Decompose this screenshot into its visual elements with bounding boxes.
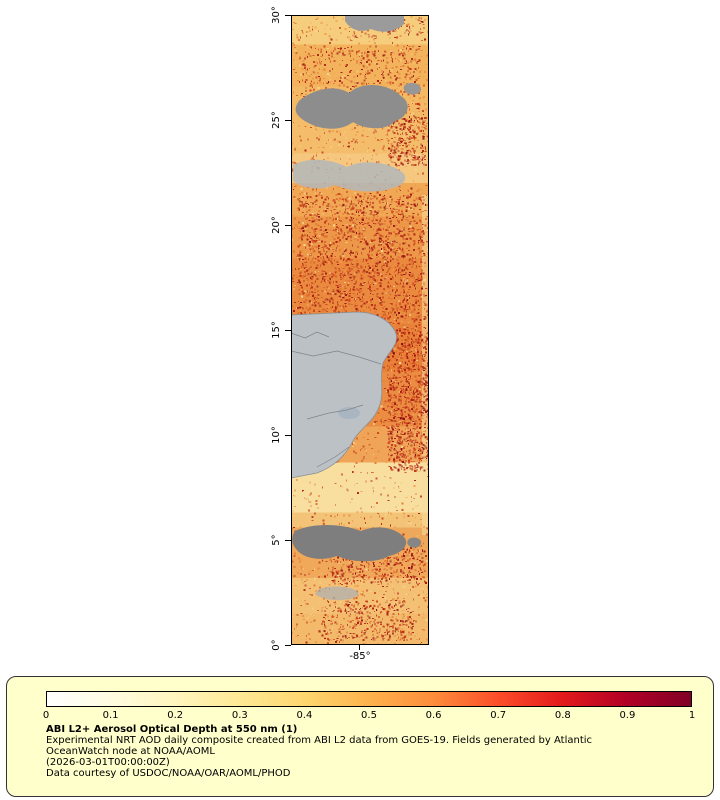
lat-tick-label: 0° xyxy=(271,639,282,651)
country-border-line xyxy=(291,350,382,365)
colorbar-tick-label: 0.8 xyxy=(554,710,571,721)
no-data-27N-b xyxy=(403,82,422,95)
no-data-top-right xyxy=(345,15,404,32)
central-america-landmass xyxy=(291,311,397,479)
aod-map xyxy=(291,15,429,645)
no-data-27N xyxy=(295,84,408,129)
colorbar-tick-row: 0 0.1 0.2 0.3 0.4 0.5 0.6 0.7 0.8 0.9 1 xyxy=(42,710,696,722)
lat-tick-label: 10° xyxy=(271,426,282,444)
caption-block: ABI L2+ Aerosol Optical Depth at 550 nm … xyxy=(46,724,696,779)
colorbar xyxy=(46,691,692,707)
colorbar-tick-label: 0.7 xyxy=(490,710,507,721)
country-border-line xyxy=(291,331,330,339)
aod-hotspot-layer xyxy=(297,17,429,642)
caption-title: ABI L2+ Aerosol Optical Depth at 550 nm … xyxy=(46,724,298,735)
no-data-5N-b xyxy=(407,537,422,548)
caption-description-line1: Experimental NRT AOD daily composite cre… xyxy=(46,735,593,746)
land-layer xyxy=(291,311,397,479)
lat-tick-label: 20° xyxy=(271,216,282,234)
country-border-line xyxy=(306,404,364,420)
lat-tick-label: 15° xyxy=(271,321,282,339)
lat-tick-label: 25° xyxy=(271,111,282,129)
colorbar-tick-label: 0.1 xyxy=(102,710,119,721)
country-border-line xyxy=(316,446,350,468)
colorbar-tick-label: 0.2 xyxy=(167,710,184,721)
no-data-2N xyxy=(315,586,359,601)
lat-tick-label: 30° xyxy=(271,6,282,24)
no-data-5N xyxy=(292,524,407,562)
cloud-nodata-layer xyxy=(292,15,422,601)
lat-tick-label: 5° xyxy=(271,534,282,546)
map-border-frame xyxy=(291,15,429,645)
lon-tick-label: -85° xyxy=(349,651,371,662)
no-data-23N xyxy=(293,159,406,192)
lake xyxy=(338,407,360,419)
colorbar-tick-label: 0.6 xyxy=(425,710,442,721)
legend-panel: 0 0.1 0.2 0.3 0.4 0.5 0.6 0.7 0.8 0.9 1 ABI L2+ Ae… xyxy=(6,676,714,797)
colorbar-tick-label: 0.4 xyxy=(296,710,313,721)
colorbar-tick-label: 0 xyxy=(42,710,50,721)
colorbar-tick-label: 0.9 xyxy=(619,710,636,721)
caption-credit: Data courtesy of USDOC/NOAA/OAR/AOML/PHO… xyxy=(46,768,291,779)
colorbar-tick-label: 0.5 xyxy=(361,710,377,721)
map-frame xyxy=(291,15,429,645)
caption-timestamp: (2026-03-01T00:00:00Z) xyxy=(46,757,170,768)
colorbar-tick-label: 1 xyxy=(688,710,696,721)
lon-tick-mark xyxy=(359,645,360,650)
caption-description-line2: OceanWatch node at NOAA/AOML xyxy=(46,746,215,757)
colorbar-tick-label: 0.3 xyxy=(231,710,248,721)
